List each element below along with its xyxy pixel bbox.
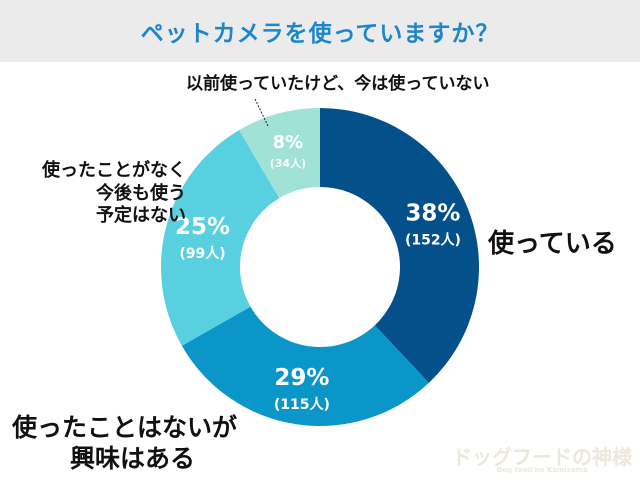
slice-0 xyxy=(320,108,479,383)
label-never-line2: 今後も使う xyxy=(96,182,186,204)
label-interested-line1: 使ったことはないが xyxy=(12,413,238,442)
logo: ドッグフードの神様 Dog food no Kamisama xyxy=(452,445,632,474)
label-never-line1: 使ったことがなく xyxy=(42,160,186,181)
title-bar: ペットカメラを使っていますか？ xyxy=(0,0,640,62)
slice-1 xyxy=(181,306,429,426)
count-label-2: (99人) xyxy=(179,245,225,262)
label-using: 使っている xyxy=(488,229,617,259)
slice-3 xyxy=(239,108,320,199)
slice-2 xyxy=(160,130,280,346)
count-label-1: (115人) xyxy=(274,396,330,413)
label-never: 使ったことがなく 今後も使う 予定はない xyxy=(6,160,186,228)
percent-label-2: 25% xyxy=(175,214,230,240)
count-label-3: (34人) xyxy=(270,156,306,170)
label-interested: 使ったことはないが 興味はある xyxy=(12,412,237,475)
percent-label-1: 29% xyxy=(274,365,329,391)
percent-label-0: 38% xyxy=(405,200,460,226)
leader-line xyxy=(254,98,269,127)
chart-title: ペットカメラを使っていますか？ xyxy=(140,21,500,47)
label-former: 以前使っていたけど、今は使っていない xyxy=(186,74,490,94)
percent-label-3: 8% xyxy=(273,132,304,153)
label-never-line3: 予定はない xyxy=(96,205,186,226)
label-interested-line2: 興味はある xyxy=(70,444,196,474)
count-label-0: (152人) xyxy=(405,231,461,248)
